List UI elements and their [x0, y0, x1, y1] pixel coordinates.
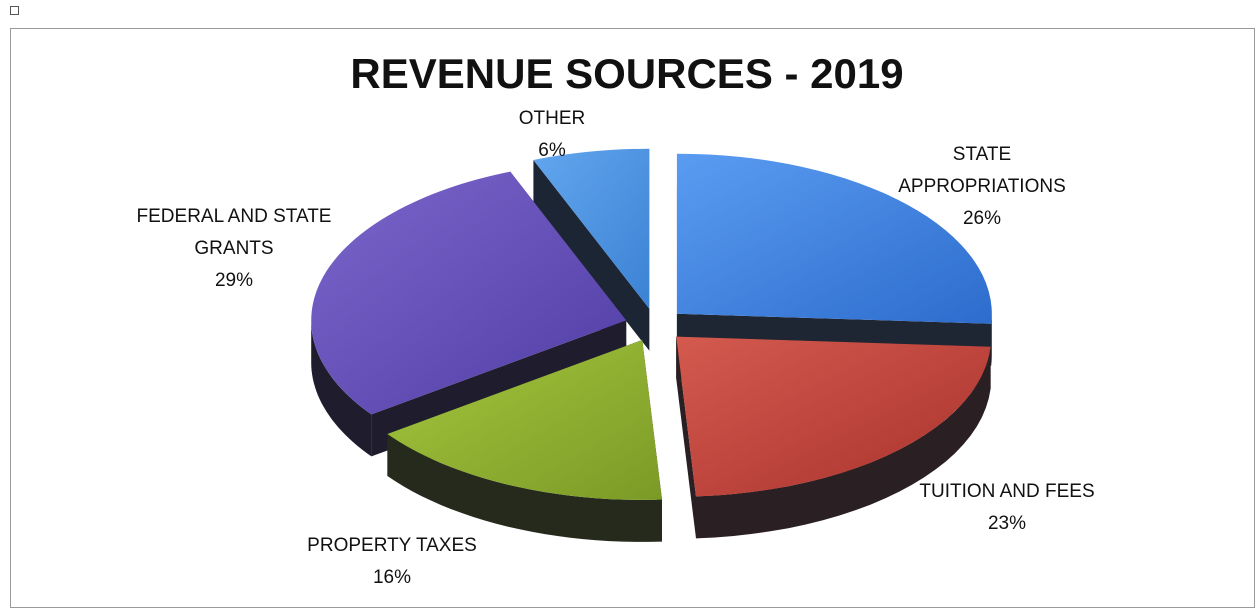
slice-property-taxes [387, 339, 662, 542]
slice-tuition-and-fees [676, 336, 991, 539]
label-tuition-and-fees: TUITION AND FEES 23% [919, 481, 1094, 534]
chart-title: REVENUE SOURCES - 2019 [350, 50, 903, 97]
label-other: OTHER 6% [519, 108, 586, 161]
label-state-appropriations: STATE APPROPRIATIONS 26% [898, 144, 1066, 229]
checkbox-icon[interactable] [10, 6, 19, 15]
label-federal-and-state-grants: FEDERAL AND STATE GRANTS 29% [137, 206, 332, 291]
label-property-taxes: PROPERTY TAXES 16% [307, 535, 477, 588]
slice-other [533, 148, 650, 351]
